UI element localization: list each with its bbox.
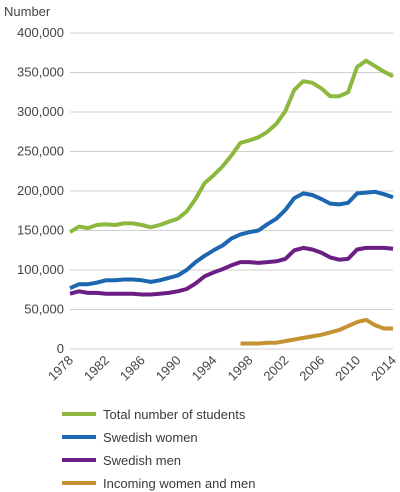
legend-item: Swedish women [62, 430, 198, 445]
x-tick-label: 2006 [296, 353, 327, 384]
y-tick-label: 100,000 [17, 262, 64, 277]
x-tick-label: 2010 [332, 353, 363, 384]
x-tick-label: 2002 [260, 353, 291, 384]
y-tick-label: 0 [57, 341, 64, 356]
y-axis-title: Number [4, 4, 51, 19]
y-tick-label: 300,000 [17, 104, 64, 119]
legend-item: Incoming women and men [62, 476, 255, 491]
series-lines [68, 58, 394, 346]
legend-label: Total number of students [103, 407, 246, 422]
y-tick-label: 350,000 [17, 65, 64, 80]
y-tick-label: 150,000 [17, 223, 64, 238]
x-tick-label: 1990 [153, 353, 184, 384]
gridlines [70, 32, 393, 350]
x-tick-label: 1978 [45, 353, 76, 384]
legend-item: Total number of students [62, 407, 246, 422]
x-tick-label: 2014 [368, 353, 399, 384]
x-tick-label: 1998 [225, 353, 256, 384]
series-line-incoming-women-and-men [240, 317, 393, 346]
legend-label: Swedish men [103, 453, 181, 468]
legend-label: Incoming women and men [103, 476, 255, 491]
legend-label: Swedish women [103, 430, 198, 445]
y-tick-label: 400,000 [17, 25, 64, 40]
y-tick-label: 200,000 [17, 183, 64, 198]
x-tick-label: 1986 [117, 353, 148, 384]
y-tick-label: 250,000 [17, 144, 64, 159]
series-line-total-number-of-students [68, 58, 394, 234]
legend-item: Swedish men [62, 453, 181, 468]
series-line-swedish-women [69, 189, 394, 291]
x-tick-label: 1982 [81, 353, 112, 384]
y-tick-label: 50,000 [24, 302, 64, 317]
series-line-swedish-men [69, 245, 394, 297]
legend: Total number of students Swedish women Swe… [62, 407, 255, 491]
x-axis-ticks: 1978 1982 1986 1990 1994 1998 2002 2006 2010 2014 [45, 353, 399, 384]
y-axis-ticks: 0 50,000 100,000 150,000 200,000 250,000 300,0… [17, 25, 64, 356]
x-tick-label: 1994 [189, 353, 220, 384]
